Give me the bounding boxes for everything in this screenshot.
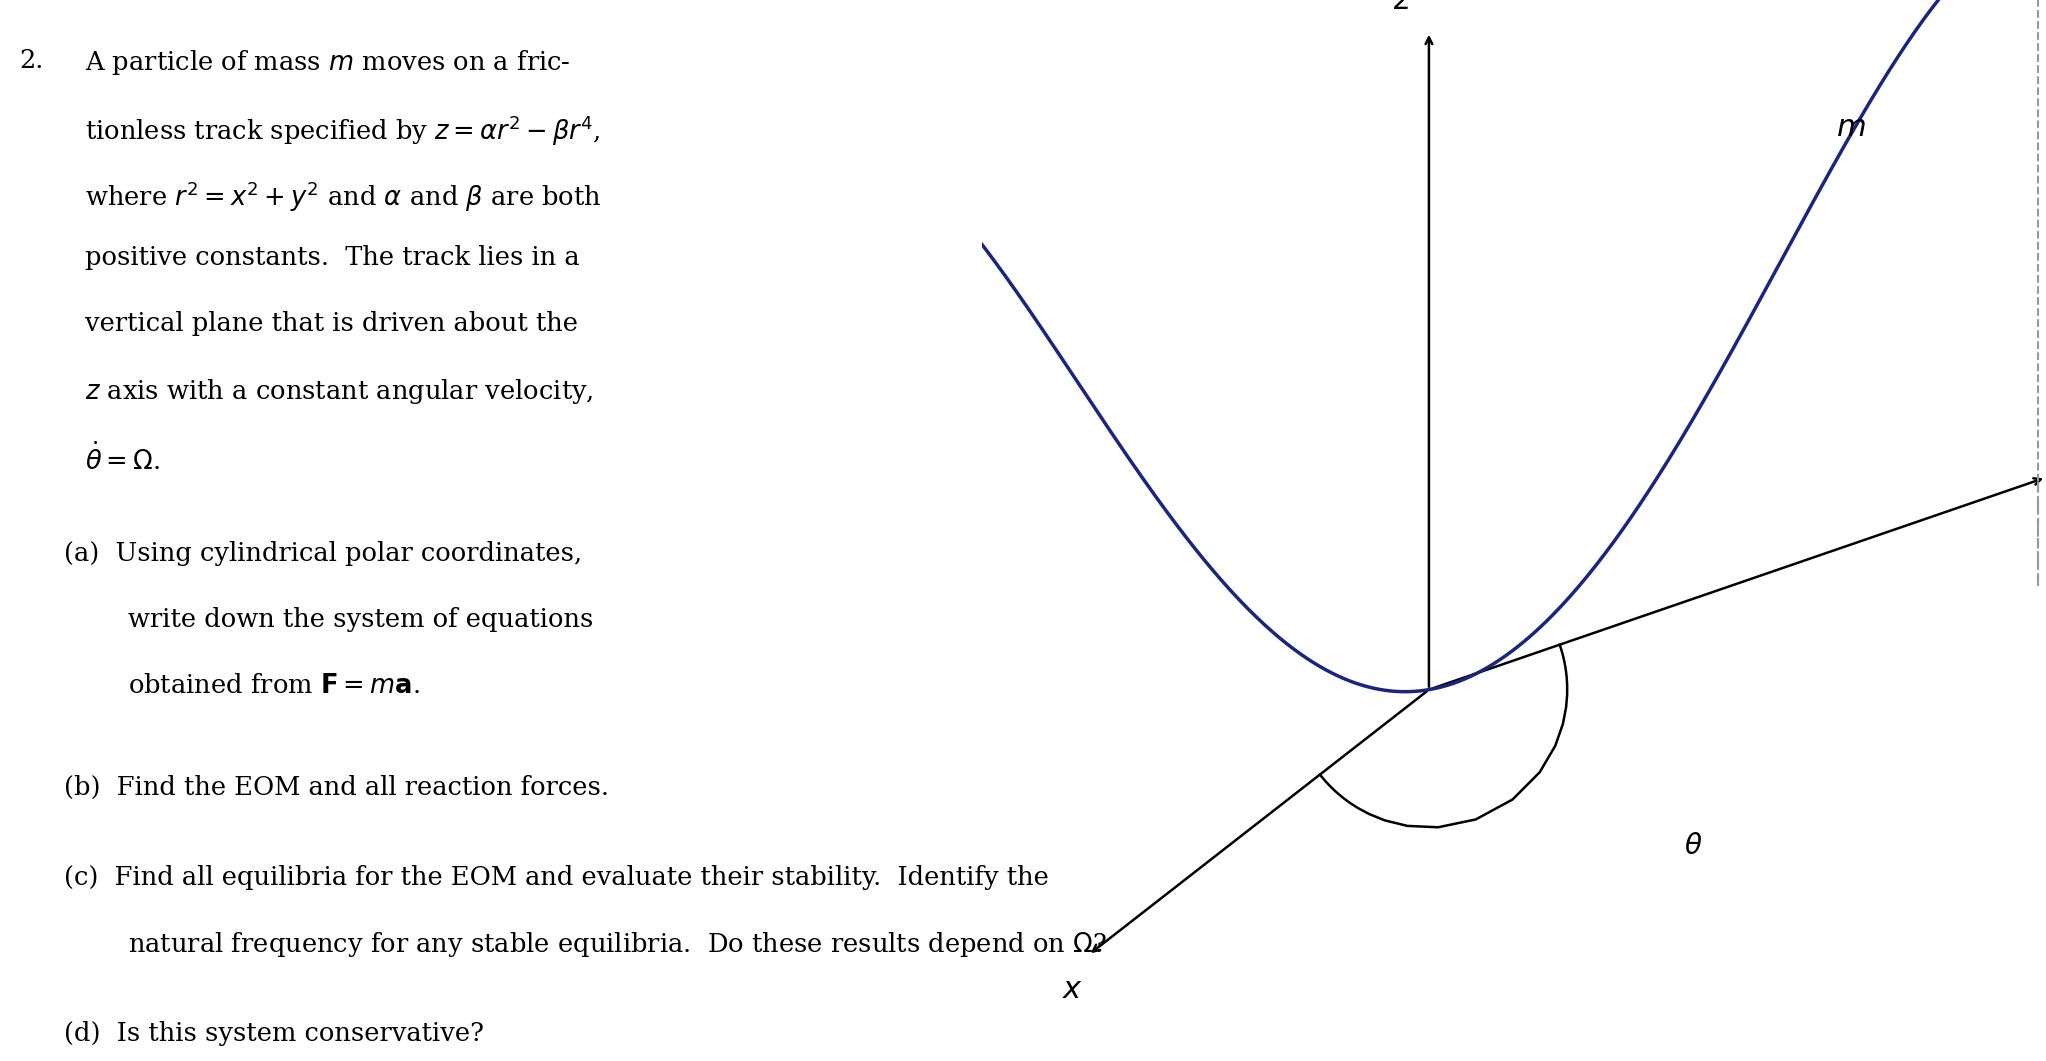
Text: A particle of mass $m$ moves on a fric-: A particle of mass $m$ moves on a fric-: [86, 48, 571, 76]
Text: write down the system of equations: write down the system of equations: [127, 607, 593, 632]
Text: 2.: 2.: [18, 48, 43, 73]
Text: (a)  Using cylindrical polar coordinates,: (a) Using cylindrical polar coordinates,: [63, 541, 581, 567]
Text: $z$: $z$: [1393, 0, 1412, 16]
Text: $\dot{\theta} = \Omega$.: $\dot{\theta} = \Omega$.: [86, 442, 160, 474]
Text: $\theta$: $\theta$: [1684, 833, 1702, 859]
Text: where $r^2 = x^2 + y^2$ and $\alpha$ and $\beta$ are both: where $r^2 = x^2 + y^2$ and $\alpha$ and…: [86, 179, 602, 214]
Text: natural frequency for any stable equilibria.  Do these results depend on $\Omega: natural frequency for any stable equilib…: [127, 930, 1107, 959]
Text: (d)  Is this system conservative?: (d) Is this system conservative?: [63, 1021, 483, 1046]
Text: $m$: $m$: [1835, 112, 1866, 143]
Text: $z$ axis with a constant angular velocity,: $z$ axis with a constant angular velocit…: [86, 377, 593, 405]
Text: vertical plane that is driven about the: vertical plane that is driven about the: [86, 311, 579, 336]
Text: $x$: $x$: [1062, 974, 1082, 1005]
Text: (b)  Find the EOM and all reaction forces.: (b) Find the EOM and all reaction forces…: [63, 775, 610, 800]
Text: tionless track specified by $z = \alpha r^2 - \beta r^4$,: tionless track specified by $z = \alpha …: [86, 114, 599, 149]
Text: (c)  Find all equilibria for the EOM and evaluate their stability.  Identify the: (c) Find all equilibria for the EOM and …: [63, 865, 1050, 890]
Text: obtained from $\mathbf{F} = m\mathbf{a}$.: obtained from $\mathbf{F} = m\mathbf{a}$…: [127, 673, 419, 698]
Text: positive constants.  The track lies in a: positive constants. The track lies in a: [86, 245, 579, 271]
